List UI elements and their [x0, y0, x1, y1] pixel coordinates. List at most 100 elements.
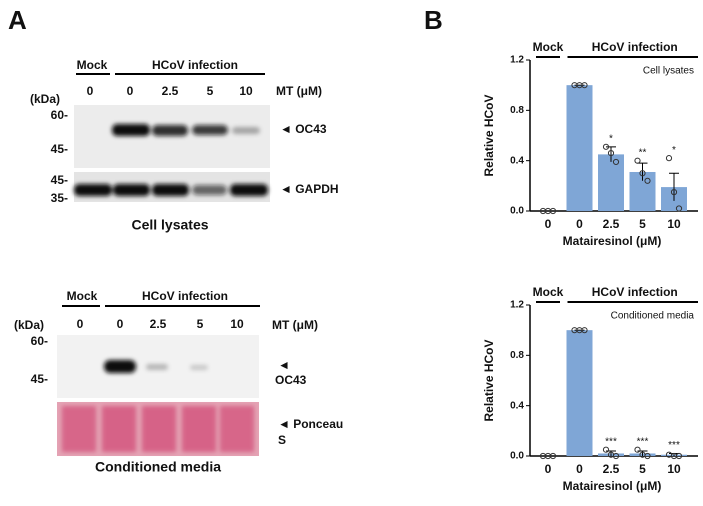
- lane: [182, 406, 216, 452]
- treatment-label: MT (μM): [272, 318, 318, 332]
- x-tick-label: 2.5: [603, 217, 620, 231]
- significance: *: [609, 133, 613, 144]
- group-label: HCoV infection: [592, 40, 678, 54]
- lane: [142, 406, 176, 452]
- band-label: ◄ GAPDH: [280, 182, 339, 196]
- band: [146, 364, 168, 370]
- x-tick-label: 0: [545, 217, 552, 231]
- lane-label: 5: [197, 317, 204, 331]
- x-tick-label: 0: [545, 462, 552, 476]
- band: [112, 124, 150, 136]
- lane-label: 0: [87, 84, 94, 98]
- bar: [598, 154, 624, 211]
- lane-label: 0: [117, 317, 124, 331]
- x-tick-label: 10: [667, 462, 681, 476]
- bar: [566, 330, 593, 456]
- error-bar: [669, 172, 679, 201]
- x-axis-label: Matairesinol (μM): [563, 234, 662, 248]
- data-point: [634, 446, 641, 453]
- inner-label: Conditioned media: [611, 311, 695, 322]
- x-tick-label: 0: [576, 462, 583, 476]
- panel-label: A: [8, 5, 27, 35]
- lane-label: 0: [127, 84, 134, 98]
- y-tick-label: 1.2: [510, 300, 524, 311]
- data-point: [549, 207, 557, 215]
- significance: ***: [605, 436, 617, 447]
- bands: [104, 360, 208, 373]
- bands: [112, 124, 260, 136]
- marker: 60-: [31, 334, 48, 348]
- y-tick-label: 0.8: [510, 105, 524, 116]
- y-tick-label: 0.0: [510, 451, 524, 462]
- caption: Conditioned media: [95, 459, 221, 475]
- lane: [62, 406, 96, 452]
- band-label: OC43: [275, 373, 307, 387]
- lane-label: 10: [239, 84, 253, 98]
- data-point: [675, 205, 683, 212]
- marker: 35-: [51, 191, 68, 205]
- data-point: [581, 327, 588, 334]
- lane-label: 5: [207, 84, 214, 98]
- unit-label: (kDa): [14, 318, 44, 332]
- data-point: [670, 189, 678, 196]
- x-tick-label: 5: [639, 217, 646, 231]
- data-point: [602, 446, 610, 453]
- band: [192, 125, 228, 135]
- caption: Cell lysates: [131, 217, 208, 233]
- data-point: [665, 155, 673, 162]
- band-label: ◄ Ponceau: [278, 417, 343, 431]
- data-point: [607, 150, 615, 157]
- marker: 45-: [51, 173, 68, 187]
- data-point: [612, 158, 620, 166]
- significance: *: [672, 145, 676, 156]
- data-point: [549, 452, 557, 460]
- band: [192, 185, 227, 195]
- band: [74, 184, 112, 196]
- y-tick-label: 1.2: [510, 55, 524, 66]
- data-point: [581, 82, 588, 89]
- treatment-label: MT (μM): [276, 84, 322, 98]
- lane-label: 2.5: [162, 84, 179, 98]
- ponceau-lanes: [62, 406, 254, 452]
- band-label: ◄: [278, 358, 290, 372]
- data-point: [634, 157, 641, 164]
- x-tick-label: 2.5: [603, 462, 620, 476]
- lane-label: 0: [77, 317, 84, 331]
- bar: [566, 85, 593, 211]
- data-point: [675, 452, 683, 460]
- band-label: ◄ OC43: [280, 122, 327, 136]
- group-label: Mock: [533, 40, 564, 54]
- data-point: [644, 452, 651, 460]
- lane: [220, 406, 254, 452]
- marker: 60-: [51, 108, 68, 122]
- significance: **: [639, 147, 647, 158]
- bands: [74, 184, 268, 196]
- lane-label: 2.5: [150, 317, 167, 331]
- significance: ***: [668, 440, 680, 451]
- group-label: Mock: [533, 285, 564, 299]
- x-tick-label: 10: [667, 217, 681, 231]
- band: [190, 365, 208, 370]
- data-point: [602, 143, 610, 150]
- inner-label: Cell lysates: [643, 66, 694, 77]
- y-tick-label: 0.4: [510, 400, 524, 411]
- y-axis-label: Relative HCoV: [482, 339, 496, 421]
- x-tick-label: 0: [576, 217, 583, 231]
- error-bar: [606, 146, 616, 162]
- group-label: Mock: [67, 289, 98, 303]
- band-label: S: [278, 433, 286, 447]
- group-label: HCoV infection: [142, 289, 228, 303]
- band: [152, 184, 189, 196]
- marker: 45-: [31, 372, 48, 386]
- lane-label: 10: [230, 317, 244, 331]
- blot: [74, 105, 270, 168]
- band: [104, 360, 136, 373]
- data-point: [612, 452, 620, 460]
- band: [230, 184, 268, 196]
- y-tick-label: 0.0: [510, 206, 524, 217]
- marker: 45-: [51, 142, 68, 156]
- band: [152, 125, 188, 136]
- band: [232, 127, 260, 134]
- y-axis-label: Relative HCoV: [482, 94, 496, 176]
